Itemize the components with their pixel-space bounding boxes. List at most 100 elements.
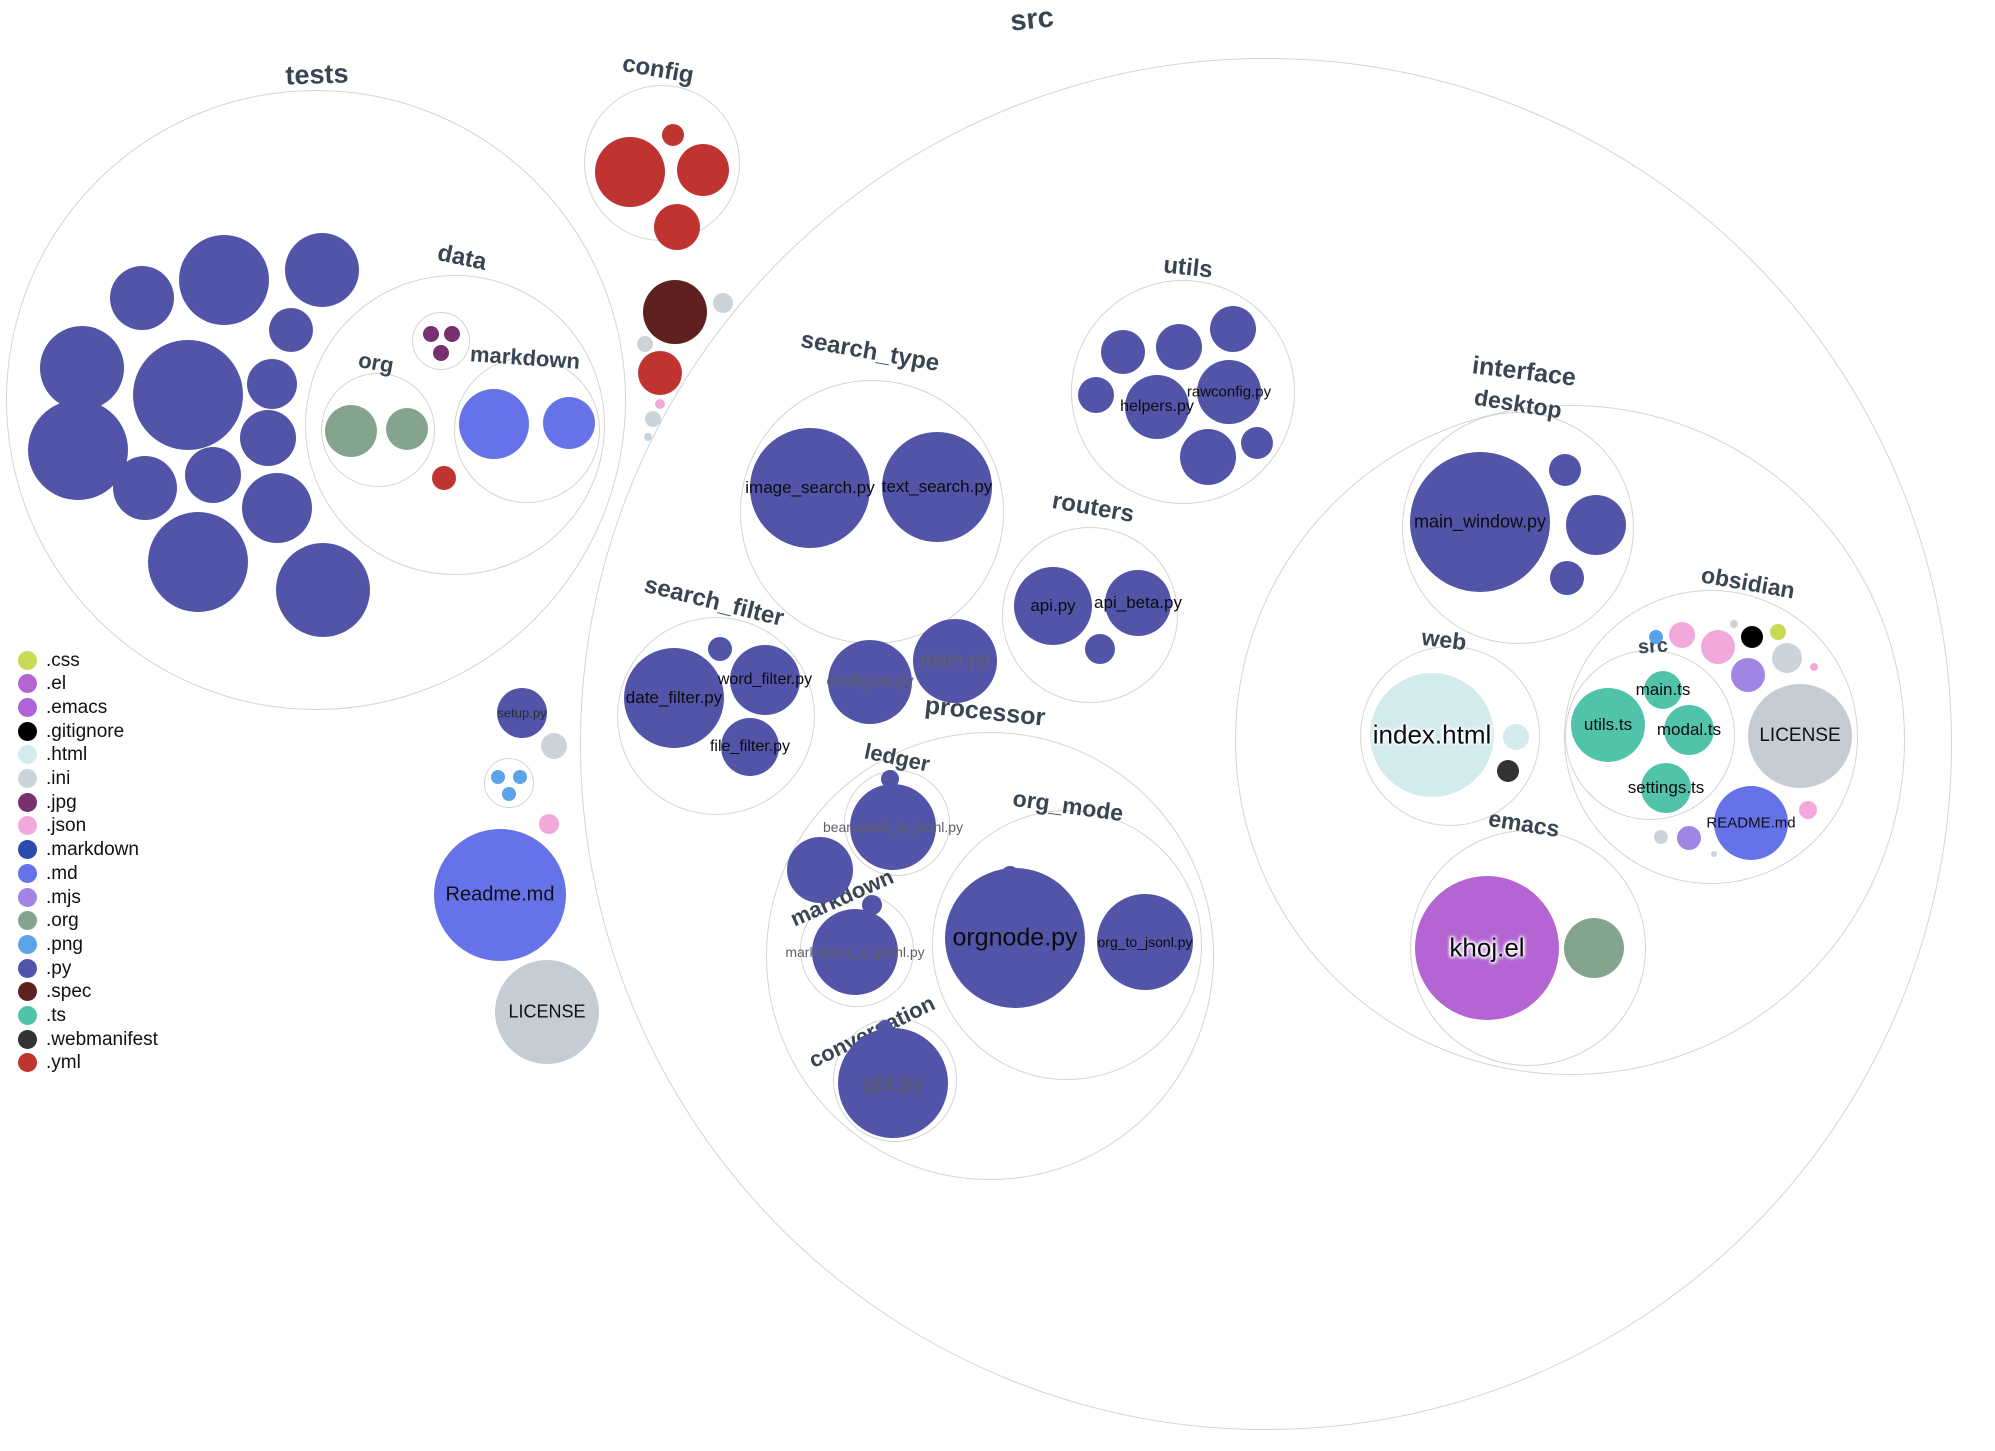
file-main-ts[interactable] (1644, 671, 1682, 709)
file-emacs-org[interactable] (1564, 918, 1624, 978)
folder-processor-markdown[interactable] (800, 893, 914, 1007)
file-obsidian-ini-1[interactable] (1772, 643, 1802, 673)
file-obsidian-license[interactable] (1748, 684, 1852, 788)
file-image-search-py[interactable] (750, 428, 870, 548)
file-root-ini-3[interactable] (645, 411, 661, 427)
file-root-yml[interactable] (638, 351, 682, 395)
file-utils-py-5[interactable] (1180, 429, 1236, 485)
file-configure-py[interactable] (828, 640, 912, 724)
file-data-org-2[interactable] (386, 408, 428, 450)
file-settings-ts[interactable] (1641, 763, 1691, 813)
file-root-ini-1[interactable] (637, 336, 653, 352)
file-data-jpg-3[interactable] (433, 345, 449, 361)
folder-processor[interactable] (766, 732, 1214, 1180)
file-tests-py-11[interactable] (185, 447, 241, 503)
file-desktop-py-1[interactable] (1549, 454, 1581, 486)
file-readme-md-root[interactable] (434, 829, 566, 961)
file-utils-py-6[interactable] (1241, 427, 1273, 459)
file-org-mode-py-bump[interactable] (1001, 866, 1019, 884)
file-utils-py-2[interactable] (1156, 324, 1202, 370)
file-tests-py-5[interactable] (40, 326, 124, 410)
file-data-jpg-1[interactable] (423, 326, 439, 342)
file-text-search-py[interactable] (882, 432, 992, 542)
folder-obsidian-src[interactable] (1565, 650, 1735, 820)
file-tests-py-12[interactable] (242, 473, 312, 543)
file-root-json-2[interactable] (539, 814, 559, 834)
file-root-json-1[interactable] (655, 399, 665, 409)
file-tests-py-1[interactable] (110, 266, 174, 330)
file-main-py[interactable] (913, 619, 997, 703)
file-root-png-2[interactable] (513, 770, 527, 784)
file-obsidian-ini-2[interactable] (1654, 830, 1668, 844)
file-date-filter-py[interactable] (624, 648, 724, 748)
file-web-html-small[interactable] (1503, 724, 1529, 750)
file-obsidian-json-1[interactable] (1669, 622, 1695, 648)
file-config-yml-4[interactable] (654, 204, 700, 250)
file-tests-py-4[interactable] (269, 308, 313, 352)
file-utils-ts[interactable] (1571, 688, 1645, 762)
file-obsidian-gitignore[interactable] (1741, 626, 1763, 648)
file-khoj-el[interactable] (1415, 876, 1559, 1020)
folder-search_filter[interactable] (617, 617, 815, 815)
file-rawconfig-py[interactable] (1197, 360, 1261, 424)
file-tests-py-2[interactable] (179, 235, 269, 325)
file-desktop-py-3[interactable] (1550, 561, 1584, 595)
file-org-to-jsonl-py[interactable] (1097, 894, 1193, 990)
file-desktop-py-2[interactable] (1566, 495, 1626, 555)
folder-utils[interactable] (1071, 280, 1295, 504)
file-ledger-py-bump[interactable] (881, 770, 899, 788)
file-root-ini-5[interactable] (541, 733, 567, 759)
file-conversation-py-bump[interactable] (877, 1020, 893, 1036)
file-routers-py-small[interactable] (1085, 634, 1115, 664)
file-orgnode-py[interactable] (945, 868, 1085, 1008)
folder-interface[interactable] (1235, 405, 1905, 1075)
file-root-ini-2[interactable] (713, 293, 733, 313)
file-utils-py-3[interactable] (1210, 306, 1256, 352)
file-license-root[interactable] (495, 960, 599, 1064)
file-api-py[interactable] (1014, 567, 1092, 645)
file-index-html[interactable] (1370, 673, 1494, 797)
file-tests-py-8[interactable] (240, 410, 296, 466)
file-api-beta-py[interactable] (1105, 570, 1171, 636)
file-root-png-1[interactable] (491, 770, 505, 784)
file-obsidian-json-tiny[interactable] (1810, 663, 1818, 671)
folder-routers[interactable] (1002, 527, 1178, 703)
file-obsidian-ini-tiny[interactable] (1730, 620, 1738, 628)
folder-src[interactable] (580, 58, 1952, 1430)
folder-web[interactable] (1360, 646, 1540, 826)
file-config-yml-3[interactable] (677, 144, 729, 196)
file-obsidian-css[interactable] (1770, 624, 1786, 640)
file-tests-py-3[interactable] (285, 233, 359, 307)
file-gpt-py[interactable] (838, 1028, 948, 1138)
folder-desktop[interactable] (1402, 412, 1634, 644)
file-web-webmanifest[interactable] (1497, 760, 1519, 782)
file-word-filter-py[interactable] (730, 645, 800, 715)
file-data-md-2[interactable] (543, 397, 595, 449)
file-obsidian-ini-3[interactable] (1711, 851, 1717, 857)
file-tests-py-7[interactable] (247, 359, 297, 409)
file-root-ini-4[interactable] (644, 433, 652, 441)
file-obsidian-mjs-2[interactable] (1677, 826, 1701, 850)
folder-data-markdown[interactable] (454, 357, 600, 503)
file-obsidian-json-3[interactable] (1799, 801, 1817, 819)
folder-ledger[interactable] (844, 770, 950, 876)
file-setup-py[interactable] (497, 688, 547, 738)
file-root-png-3[interactable] (502, 787, 516, 801)
file-data-md-1[interactable] (459, 389, 529, 459)
file-obsidian-mjs[interactable] (1731, 658, 1765, 692)
file-config-yml-1[interactable] (595, 137, 665, 207)
folder-conversation[interactable] (833, 1018, 957, 1142)
folder-tests[interactable] (6, 90, 626, 710)
file-utils-py-1[interactable] (1101, 330, 1145, 374)
folder-png-group[interactable] (484, 758, 534, 808)
file-markdown-to-jsonl-py[interactable] (812, 909, 898, 995)
file-tests-py-9[interactable] (28, 400, 128, 500)
file-utils-py-4[interactable] (1078, 377, 1114, 413)
folder-emacs[interactable] (1410, 830, 1646, 1066)
file-main-window-py[interactable] (1410, 452, 1550, 592)
file-root-spec[interactable] (643, 280, 707, 344)
file-obsidian-png[interactable] (1649, 630, 1663, 644)
file-data-jpg-2[interactable] (444, 326, 460, 342)
file-config-yml-2[interactable] (662, 124, 684, 146)
file-search-filter-py-small[interactable] (708, 637, 732, 661)
